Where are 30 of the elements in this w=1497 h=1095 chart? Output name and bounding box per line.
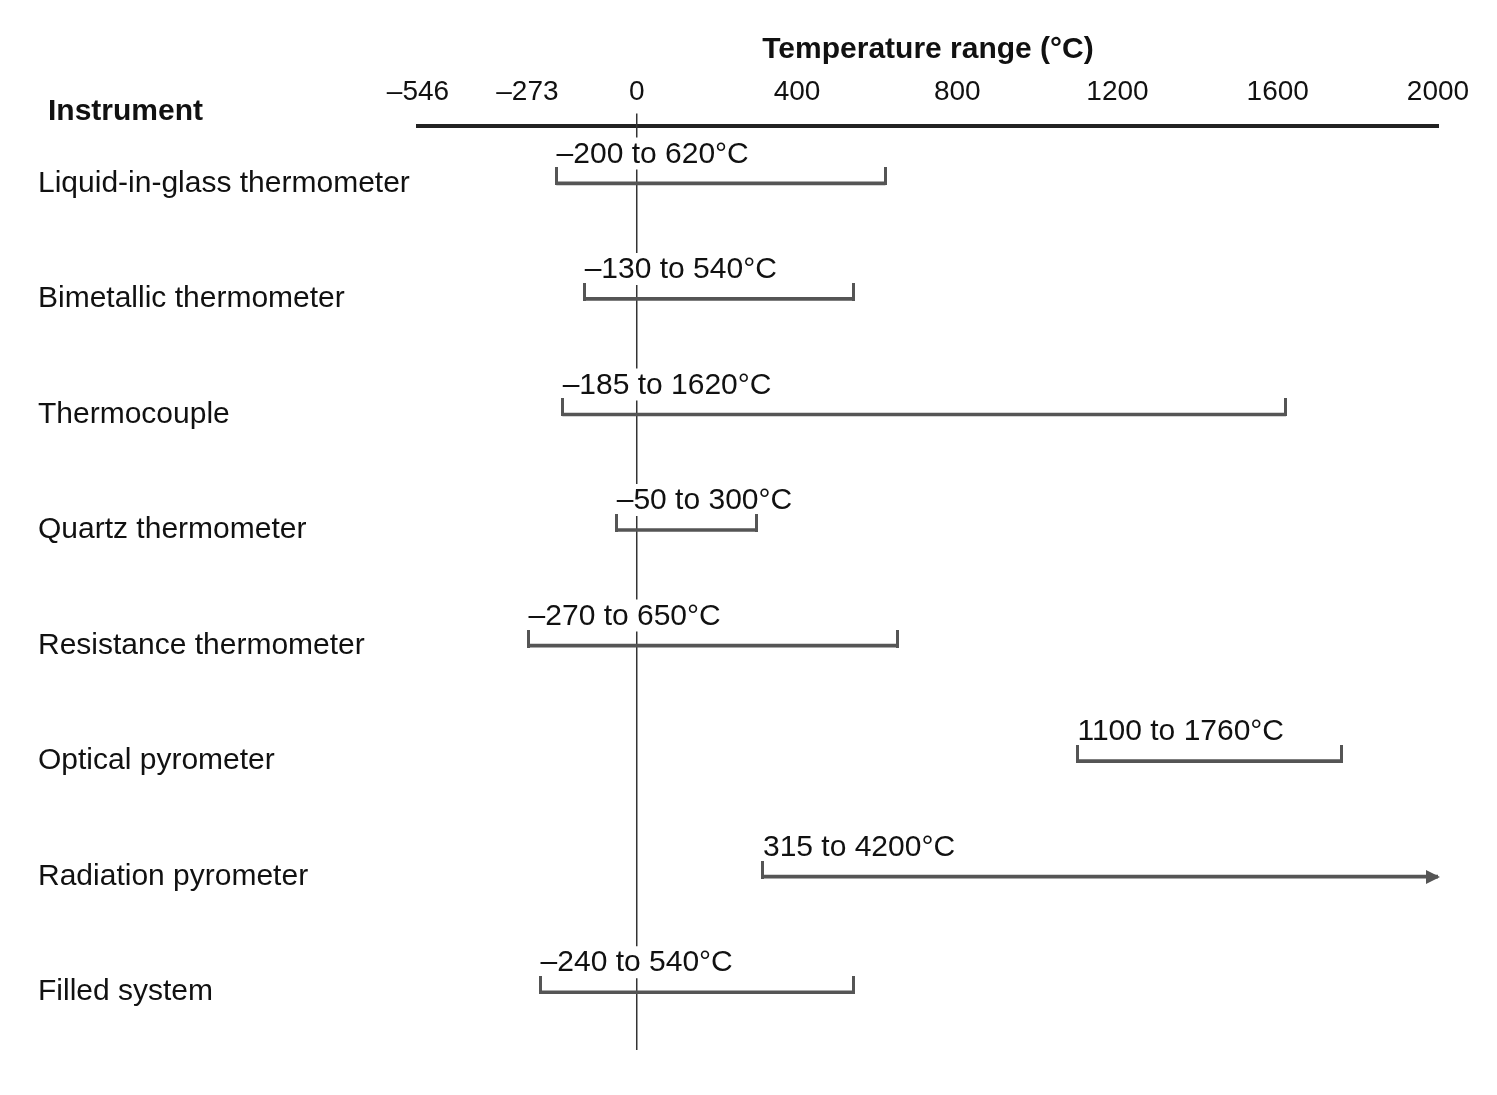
y-tick-label: Liquid-in-glass thermometer: [38, 164, 410, 198]
y-tick-label: Bimetallic thermometer: [38, 280, 345, 314]
annotation: 315 to 4200°C: [762, 828, 956, 862]
bar: [1077, 759, 1343, 763]
bar: [540, 990, 854, 995]
annotation: –185 to 1620°C: [562, 366, 772, 400]
annotation: 1100 to 1760°C: [1077, 713, 1285, 747]
x-tick-label: 2000: [1406, 74, 1470, 106]
x-tick-label: 400: [773, 74, 821, 106]
annotation: –130 to 540°C: [584, 251, 777, 285]
x-tick-label: 1200: [1086, 74, 1149, 106]
annotation: –200 to 620°C: [556, 135, 749, 169]
annotation: –50 to 300°C: [616, 482, 793, 516]
x-tick-label: 0: [628, 74, 645, 106]
y-tick-label: Radiation pyrometer: [38, 857, 309, 891]
y-tick-label: Resistance thermometer: [38, 626, 365, 660]
annotation: –240 to 540°C: [540, 944, 733, 978]
x-tick-label: –546: [386, 74, 450, 106]
x-tick-label: –273: [496, 74, 559, 106]
y-tick-label: Optical pyrometer: [38, 742, 275, 776]
y-axis-title: Instrument: [48, 92, 204, 126]
x-axis-title: Temperature range (°C): [762, 31, 1094, 65]
x-tick-label: 800: [933, 74, 981, 106]
y-tick-label: Filled system: [38, 973, 214, 1007]
annotation: –270 to 650°C: [528, 597, 721, 631]
y-tick-label: Thermocouple: [38, 395, 230, 429]
x-tick-label: 1600: [1246, 74, 1309, 106]
bar: [584, 297, 854, 301]
y-tick-label: Quartz thermometer: [38, 511, 307, 545]
bar: [616, 528, 758, 532]
